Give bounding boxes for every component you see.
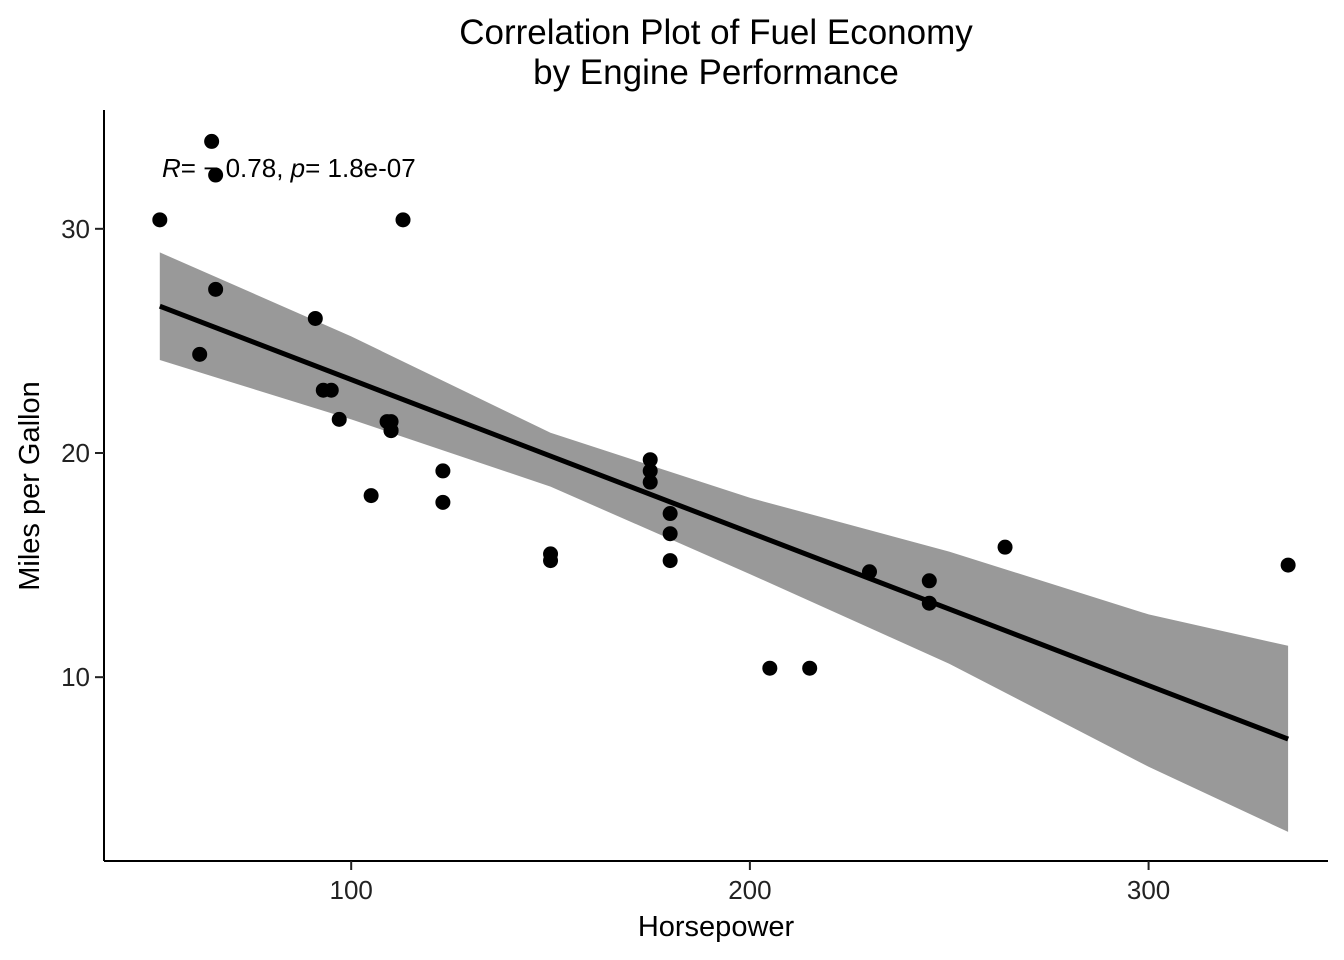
data-point [435, 494, 451, 510]
data-point [662, 526, 678, 542]
data-point [642, 463, 658, 479]
x-tick-label: 300 [1127, 875, 1170, 905]
y-axis-title: Miles per Gallon [14, 381, 46, 591]
annotation-p-label: p [290, 153, 305, 183]
x-tick-label: 200 [728, 875, 771, 905]
data-point [395, 212, 411, 228]
y-tick-label: 10 [61, 662, 90, 692]
annotation-r-label: R [162, 153, 181, 183]
data-point [861, 564, 877, 580]
data-point [208, 281, 224, 297]
data-point [662, 553, 678, 569]
data-point [543, 553, 559, 569]
correlation-annotation: R= − 0.78, p= 1.8e-07 [162, 153, 416, 183]
data-point [363, 488, 379, 504]
data-point [921, 595, 937, 611]
confidence-band-layer [159, 252, 1289, 832]
y-axis-ticks: 10 20 30 [61, 214, 104, 692]
chart-title-line-2: by Engine Performance [533, 53, 899, 92]
data-point [152, 212, 168, 228]
data-point [762, 660, 778, 676]
data-point [192, 346, 208, 362]
data-points-layer [152, 133, 1296, 676]
data-point [662, 506, 678, 522]
data-point [642, 474, 658, 490]
data-point [307, 310, 323, 326]
data-point [323, 382, 339, 398]
data-point [997, 539, 1013, 555]
x-tick-label: 100 [329, 875, 372, 905]
x-axis-title: Horsepower [638, 911, 795, 943]
data-point [208, 167, 224, 183]
data-point [642, 452, 658, 468]
regression-line [158, 303, 1290, 742]
annotation-p-value: = 1.8e-07 [305, 153, 416, 183]
data-point [1280, 557, 1296, 573]
y-tick-label: 30 [61, 214, 90, 244]
data-point [331, 411, 347, 427]
data-point [435, 463, 451, 479]
data-point [921, 573, 937, 589]
confidence-band [159, 252, 1289, 832]
data-point [802, 660, 818, 676]
regression-line-layer [158, 303, 1290, 742]
chart-title-line-1: Correlation Plot of Fuel Economy [459, 13, 973, 52]
y-tick-label: 20 [61, 438, 90, 468]
x-axis-ticks: 100 200 300 [329, 861, 1170, 905]
data-point [379, 414, 395, 430]
data-point [204, 133, 220, 149]
annotation-r-value: = − 0.78, [181, 153, 291, 183]
